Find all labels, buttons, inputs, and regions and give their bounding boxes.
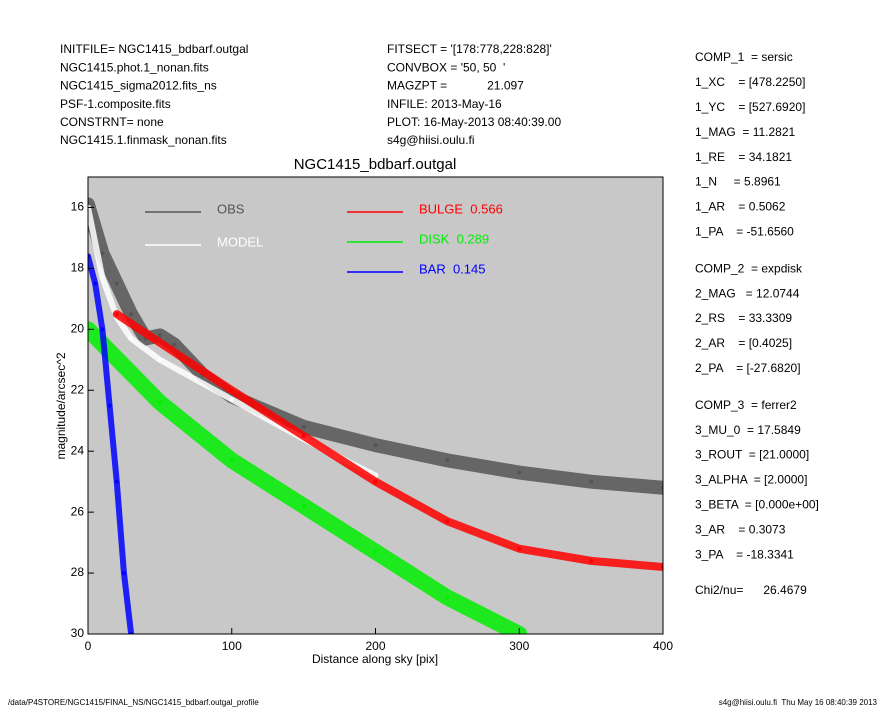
data-point <box>157 400 162 405</box>
data-point <box>589 479 594 484</box>
x-tick-label: 400 <box>653 639 673 653</box>
parameter-line: 2_PA = [-27.6820] <box>695 361 801 375</box>
header-middle-line: MAGZPT = 21.097 <box>387 79 524 93</box>
parameter-line: 1_XC = [478.2250] <box>695 75 805 89</box>
parameter-line: 3_MU_0 = 17.5849 <box>695 423 801 437</box>
y-tick-label: 26 <box>71 504 85 518</box>
data-point <box>129 336 134 341</box>
data-point <box>445 519 450 524</box>
y-tick-label: 18 <box>71 261 85 275</box>
x-axis-label: Distance along sky [pix] <box>312 652 438 666</box>
parameter-line: 1_PA = -51.6560 <box>695 224 794 238</box>
legend-label: BULGE 0.566 <box>419 201 503 216</box>
footer-path: /data/P4STORE/NGC1415/FINAL_NS/NGC1415_b… <box>8 698 259 707</box>
y-tick-label: 28 <box>71 565 85 579</box>
data-point <box>229 458 234 463</box>
x-tick-label: 300 <box>509 639 529 653</box>
parameter-line: COMP_1 = sersic <box>695 50 793 64</box>
header-left-line: PSF-1.composite.fits <box>60 97 171 111</box>
parameter-line: 3_ALPHA = [2.0000] <box>695 473 807 487</box>
y-tick-label: 22 <box>71 382 85 396</box>
data-point <box>589 558 594 563</box>
y-tick-label: 30 <box>71 626 85 640</box>
footer-stamp: s4g@hiisi.oulu.fi Thu May 16 08:40:39 20… <box>719 698 878 707</box>
data-point <box>373 479 378 484</box>
data-point <box>157 333 162 338</box>
data-point <box>373 549 378 554</box>
data-point <box>517 470 522 475</box>
data-point <box>301 504 306 509</box>
x-tick-label: 0 <box>85 639 92 653</box>
parameter-line: 2_RS = 33.3309 <box>695 311 792 325</box>
header-middle-line: INFILE: 2013-May-16 <box>387 97 502 111</box>
header-middle-line: FITSECT = '[178:778,228:828]' <box>387 42 552 56</box>
parameter-line: 3_BETA = [0.000e+00] <box>695 497 819 511</box>
parameter-line: COMP_3 = ferrer2 <box>695 398 797 412</box>
data-point <box>373 443 378 448</box>
parameter-line: 1_YC = [527.6920] <box>695 100 805 114</box>
header-left-line: CONSTRNT= none <box>60 115 164 129</box>
data-point <box>93 281 98 286</box>
data-point <box>100 327 105 332</box>
data-point <box>445 458 450 463</box>
x-tick-label: 100 <box>222 639 242 653</box>
header-middle-line: CONVBOX = '50, 50 ' <box>387 60 505 74</box>
header-left-line: NGC1415.phot.1_nonan.fits <box>60 60 209 74</box>
y-axis-label: magnitude/arcsec^2 <box>54 352 68 459</box>
y-tick-label: 20 <box>71 322 85 336</box>
data-point <box>445 595 450 600</box>
parameter-line: 3_AR = 0.3073 <box>695 522 786 536</box>
data-point <box>121 571 126 576</box>
parameter-line: 1_MAG = 11.2821 <box>695 125 796 139</box>
data-point <box>114 281 119 286</box>
parameter-line: COMP_2 = expdisk <box>695 261 803 275</box>
y-tick-label: 16 <box>71 200 85 214</box>
data-point <box>172 342 177 347</box>
data-layer <box>88 197 663 634</box>
data-point <box>301 424 306 429</box>
parameter-line: 3_PA = -18.3341 <box>695 547 794 561</box>
data-point <box>229 397 234 402</box>
series-band <box>112 310 663 571</box>
parameter-line: 1_RE = 34.1821 <box>695 150 792 164</box>
parameter-line: 3_ROUT = [21.0000] <box>695 448 809 462</box>
data-point <box>229 388 234 393</box>
legend-label: BAR 0.145 <box>419 261 486 276</box>
legend-label: OBS <box>217 201 245 216</box>
chart-title: NGC1415_bdbarf.outgal <box>294 156 457 173</box>
data-point <box>114 312 119 317</box>
parameter-line: 2_MAG = 12.0744 <box>695 286 800 300</box>
parameter-line: 1_AR = 0.5062 <box>695 200 786 214</box>
data-point <box>517 546 522 551</box>
header-middle-line: PLOT: 16-May-2013 08:40:39.00 <box>387 115 561 129</box>
header-left-line: NGC1415.1.finmask_nonan.fits <box>60 133 227 147</box>
data-point <box>157 357 162 362</box>
parameter-line: 2_AR = [0.4025] <box>695 336 792 350</box>
header-middle-line: s4g@hiisi.oulu.fi <box>387 133 475 147</box>
data-point <box>107 403 112 408</box>
parameter-line: Chi2/nu= 26.4679 <box>695 583 807 597</box>
legend-label: MODEL <box>217 234 263 249</box>
y-tick-label: 24 <box>71 443 85 457</box>
data-point <box>301 433 306 438</box>
data-point <box>129 312 134 317</box>
legend-label: DISK 0.289 <box>419 231 489 246</box>
data-point <box>100 251 105 256</box>
parameter-line: 1_N = 5.8961 <box>695 175 781 189</box>
x-tick-label: 200 <box>365 639 385 653</box>
header-left-line: INITFILE= NGC1415_bdbarf.outgal <box>60 42 248 56</box>
header-left-line: NGC1415_sigma2012.fits_ns <box>60 79 217 93</box>
data-point <box>114 479 119 484</box>
data-point <box>100 275 105 280</box>
